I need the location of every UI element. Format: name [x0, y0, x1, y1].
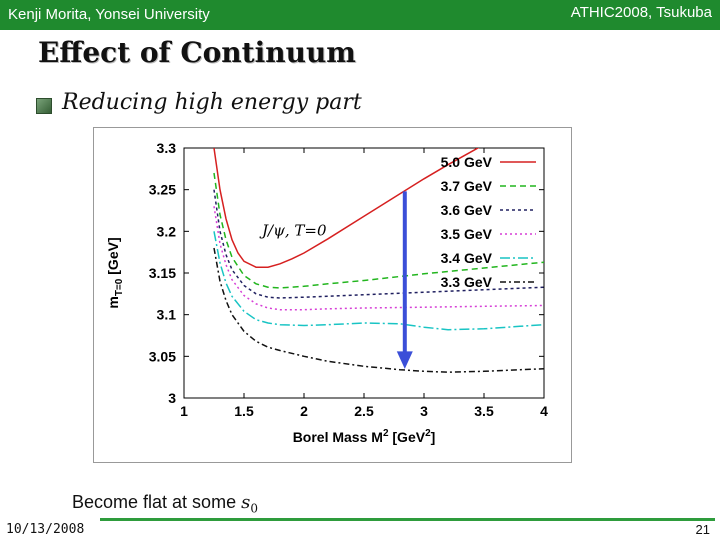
- chart: 1 1.5 2 2.5 3 3.5 4 3 3.05 3.1 3.15 3.2 3.25 3.3 Borel…: [105, 140, 548, 445]
- note-sub: 0: [250, 501, 258, 516]
- arrow-head: [396, 351, 413, 369]
- header-bar: Kenji Morita, Yonsei University ATHIC200…: [0, 0, 720, 30]
- x-axis-label-part: Borel Mass M: [293, 429, 383, 445]
- x-axis-label: Borel Mass M2 [GeV2]: [293, 428, 436, 445]
- legend-label: 3.5 GeV: [441, 226, 493, 242]
- note-text: Become flat at some: [72, 492, 242, 512]
- legend-label: 3.3 GeV: [441, 274, 493, 290]
- series-line: [213, 231, 544, 331]
- author-affiliation: Kenji Morita, Yonsei University: [8, 6, 210, 23]
- y-tick-label: 3.05: [149, 348, 176, 364]
- y-axis-label-part: m: [105, 296, 121, 308]
- legend-label: 3.4 GeV: [441, 250, 493, 266]
- series-line: [213, 148, 480, 268]
- y-tick-label: 3.25: [149, 182, 176, 198]
- series-line: [213, 189, 544, 299]
- series-line: [213, 172, 544, 289]
- chart-annotation: J/ψ, T=0: [259, 222, 327, 240]
- x-tick-label: 1.5: [234, 403, 254, 419]
- y-tick-label: 3: [168, 390, 176, 406]
- y-axis-label-subscript: T=0: [114, 278, 125, 296]
- footer-divider: [100, 518, 715, 521]
- x-tick-label: 1: [180, 403, 188, 419]
- x-tick-label: 3: [420, 403, 428, 419]
- x-tick-label: 2.5: [354, 403, 374, 419]
- slide-date: 10/13/2008: [6, 522, 85, 537]
- bullet-square-icon: [36, 98, 52, 114]
- conference-name: ATHIC2008, Tsukuba: [570, 4, 712, 21]
- note-variable: s0: [241, 492, 258, 516]
- x-tick-label: 4: [540, 403, 548, 419]
- y-tick-label: 3.1: [157, 307, 177, 323]
- footer-note: Become flat at some s0: [72, 492, 258, 516]
- chart-frame: 1 1.5 2 2.5 3 3.5 4 3 3.05 3.1 3.15 3.2 3.25 3.3 Borel…: [93, 127, 572, 463]
- x-axis-label-part: [GeV: [389, 429, 426, 445]
- legend-label: 5.0 GeV: [441, 154, 493, 170]
- slide-title: Effect of Continuum: [38, 36, 356, 69]
- x-tick-label: 2: [300, 403, 308, 419]
- y-axis-label-part: [GeV]: [105, 237, 121, 278]
- page-number: 21: [695, 522, 710, 537]
- legend-label: 3.7 GeV: [441, 178, 493, 194]
- legend-label: 3.6 GeV: [441, 202, 493, 218]
- y-tick-label: 3.15: [149, 265, 176, 281]
- x-tick-label: 3.5: [474, 403, 494, 419]
- bullet-text: Reducing high energy part: [62, 90, 362, 115]
- x-axis-label-superscript: 2: [425, 428, 431, 439]
- series-group: [213, 148, 544, 373]
- x-axis-label-superscript: 2: [383, 428, 389, 439]
- y-tick-label: 3.3: [157, 140, 177, 156]
- x-axis-label-part: ]: [431, 429, 436, 445]
- y-tick-label: 3.2: [157, 223, 177, 239]
- y-axis-label: mT=0 [GeV]: [105, 237, 125, 308]
- series-line: [213, 247, 544, 373]
- note-var: s: [241, 492, 251, 513]
